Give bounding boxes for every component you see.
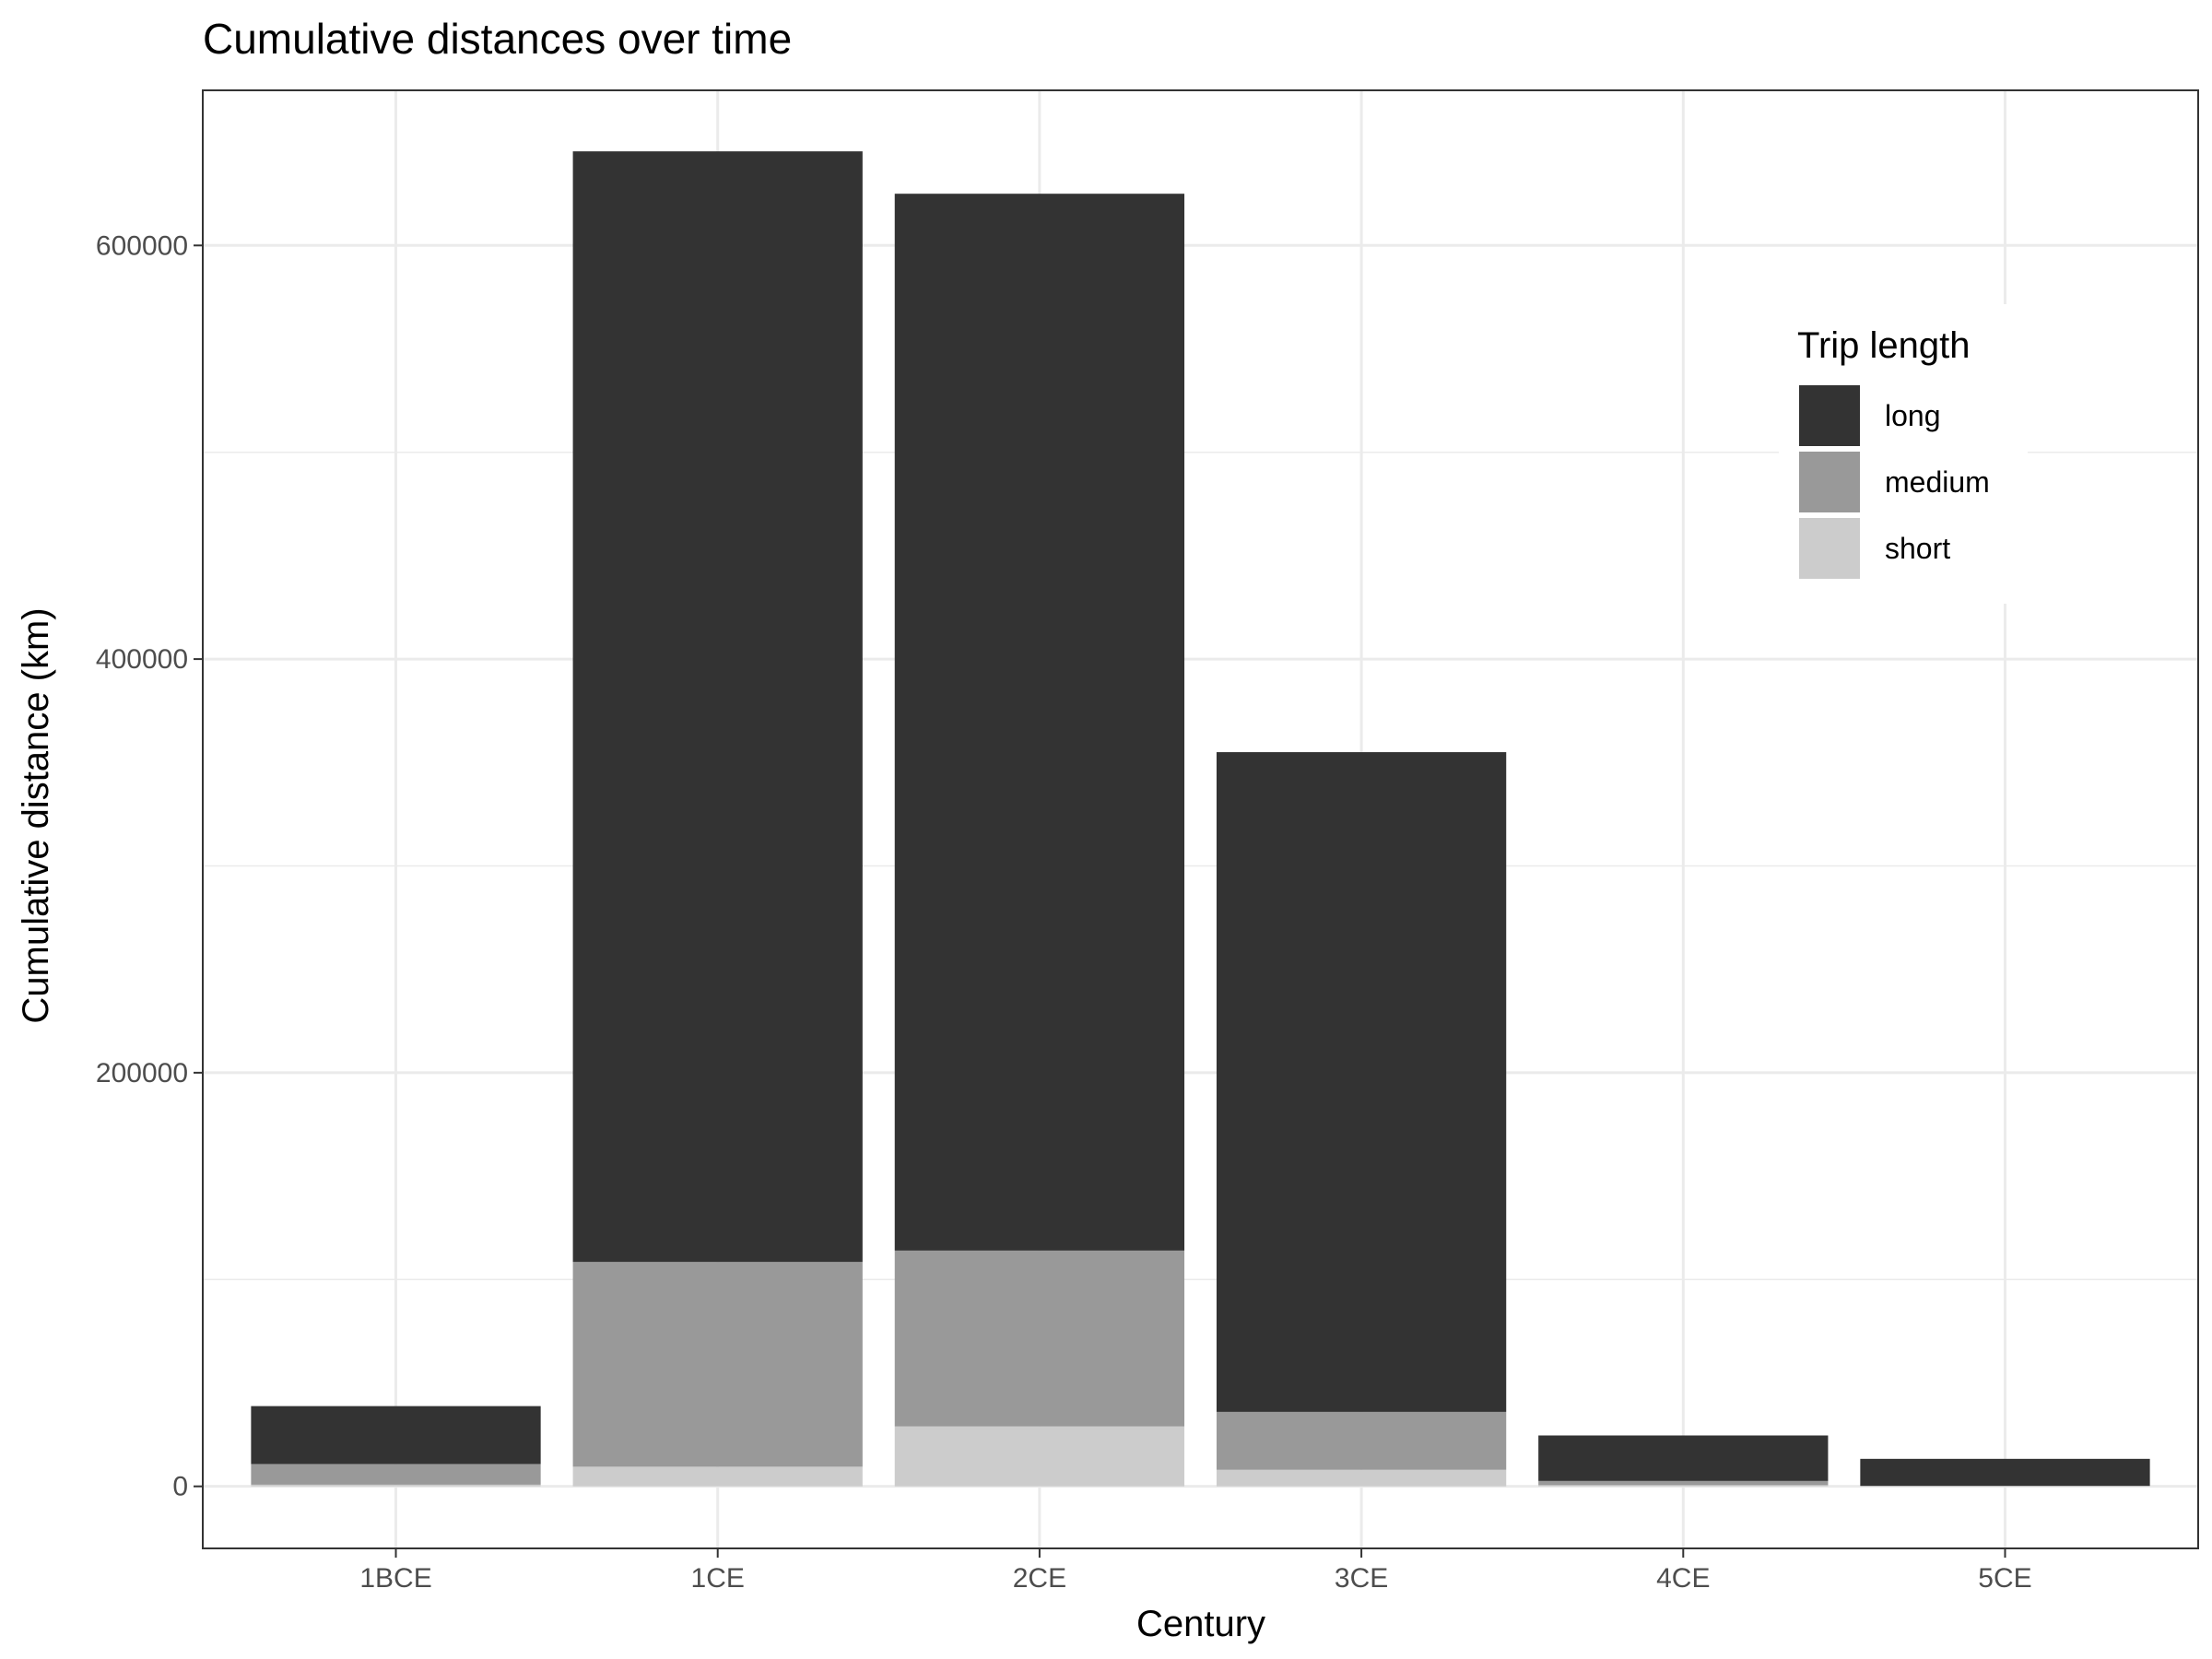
x-tick-label: 1CE [691,1563,745,1594]
y-tick-label: 200000 [96,1058,188,1088]
y-axis-title: Cumulative distance (km) [16,607,56,1023]
legend: Trip length long medium short [1779,304,2028,604]
x-axis-title: Century [1136,1604,1265,1644]
bar-medium-1CE [572,1262,863,1467]
legend-title: Trip length [1797,325,1971,366]
bar-short-1CE [572,1466,863,1487]
bars [251,151,2150,1487]
legend-key-long [1799,385,1860,446]
legend-key-short [1799,518,1860,579]
x-tick-label: 4CE [1656,1563,1710,1594]
x-tick-label: 2CE [1013,1563,1066,1594]
y-tick-label: 400000 [96,644,188,675]
legend-label-long: long [1885,399,1941,432]
bar-medium-2CE [894,1250,1185,1427]
bar-medium-1BCE [251,1464,541,1485]
y-tick-label: 600000 [96,230,188,261]
legend-label-medium: medium [1885,465,1990,499]
legend-key-medium [1799,452,1860,512]
bar-short-3CE [1216,1469,1507,1487]
bar-long-2CE [894,194,1185,1251]
bar-long-1CE [572,151,863,1263]
y-axis: 0 200000 400000 600000 [96,230,203,1502]
y-tick-label: 0 [172,1472,188,1502]
bar-long-4CE [1538,1435,1829,1481]
legend-label-short: short [1885,532,1950,565]
panel-border [202,89,2199,1549]
bar-long-3CE [1216,752,1507,1412]
bar-short-1BCE [251,1484,541,1487]
x-tick-label: 1BCE [359,1563,431,1594]
x-tick-label: 3CE [1335,1563,1388,1594]
x-tick-label: 5CE [1978,1563,2031,1594]
bar-short-2CE [894,1426,1185,1487]
bar-long-5CE [1860,1458,2150,1487]
bar-medium-3CE [1216,1411,1507,1470]
x-axis: 1BCE 1CE 2CE 3CE 4CE 5CE [359,1548,2032,1594]
bar-short-4CE [1538,1485,1829,1487]
bar-long-1BCE [251,1406,541,1465]
chart-title: Cumulative distances over time [203,15,792,63]
bar-medium-4CE [1538,1480,1829,1486]
